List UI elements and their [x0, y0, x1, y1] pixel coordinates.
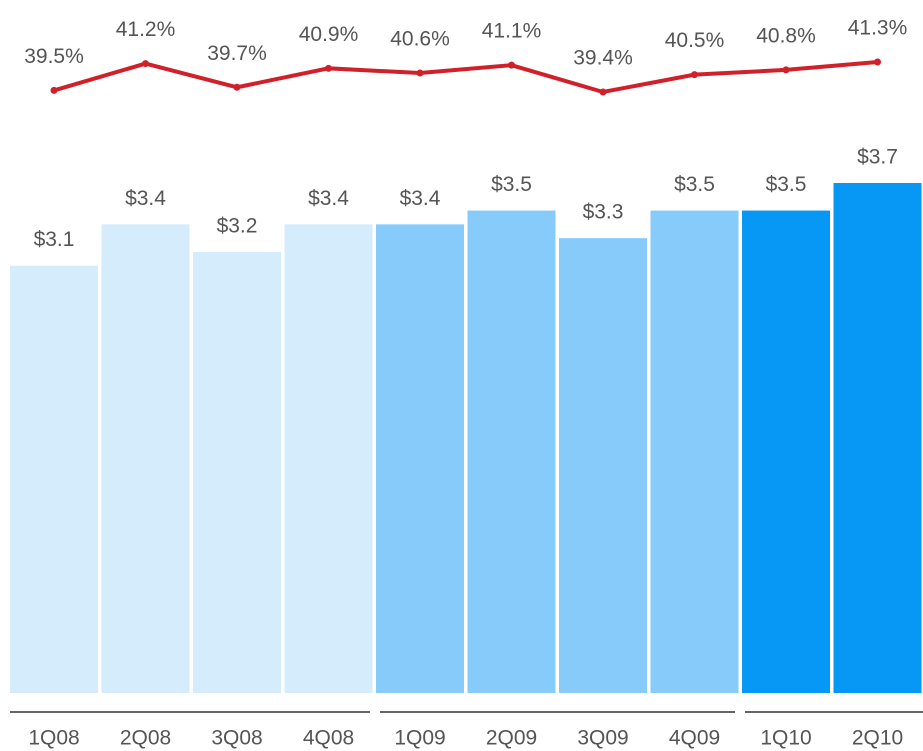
- line-value-label: 40.8%: [756, 24, 816, 47]
- bar-value-label: $3.5: [766, 173, 807, 196]
- line-marker: [599, 88, 607, 96]
- bar-value-label: $3.4: [125, 187, 166, 210]
- line-value-label: 41.2%: [116, 18, 176, 41]
- line-marker: [142, 60, 149, 68]
- bar-value-label: $3.1: [34, 228, 75, 251]
- line-value-label: 41.1%: [482, 20, 542, 43]
- line-marker: [233, 83, 241, 91]
- bar-value-label: $3.2: [217, 214, 258, 237]
- bar: [284, 224, 373, 693]
- line-value-label: 39.7%: [207, 42, 267, 65]
- line-value-label: 40.6%: [390, 28, 450, 51]
- x-tick-label: 2Q08: [120, 727, 171, 750]
- x-tick-label: 4Q08: [303, 727, 354, 750]
- x-tick-label: 2Q10: [852, 727, 903, 750]
- bar: [833, 183, 922, 693]
- bar-value-label: $3.3: [583, 201, 624, 224]
- line-marker: [325, 64, 332, 72]
- bar: [376, 224, 464, 693]
- bar-value-label: $3.4: [308, 187, 349, 210]
- bar-value-label: $3.5: [674, 173, 715, 196]
- bar: [193, 251, 281, 693]
- line-value-label: 39.5%: [24, 45, 84, 68]
- line-value-label: 41.3%: [848, 17, 908, 40]
- line-value-label: 40.5%: [665, 29, 725, 52]
- x-tick-label: 1Q09: [394, 727, 445, 750]
- x-tick-label: 4Q09: [669, 727, 720, 750]
- line-value-label: 39.4%: [573, 47, 633, 70]
- line-marker: [508, 61, 515, 69]
- bar: [101, 224, 190, 693]
- line: [53, 60, 878, 95]
- line-marker: [416, 69, 424, 77]
- x-tick-label: 2Q09: [486, 727, 537, 750]
- line-value-label: 40.9%: [299, 23, 359, 46]
- bar-value-label: $3.7: [857, 146, 898, 169]
- line-marker: [691, 71, 698, 79]
- line-marker: [50, 86, 58, 94]
- bar: [650, 210, 739, 693]
- line-marker: [782, 66, 790, 74]
- bar: [742, 210, 830, 693]
- x-tick-label: 3Q08: [211, 727, 262, 750]
- x-tick-label: 1Q08: [28, 727, 79, 750]
- bar: [559, 238, 647, 693]
- line-marker: [874, 58, 881, 66]
- x-tick-label: 3Q09: [577, 727, 628, 750]
- bar-value-label: $3.5: [491, 173, 532, 196]
- bar-value-label: $3.4: [400, 187, 441, 210]
- x-tick-label: 1Q10: [760, 727, 811, 750]
- bar: [467, 210, 556, 693]
- bar: [10, 265, 98, 693]
